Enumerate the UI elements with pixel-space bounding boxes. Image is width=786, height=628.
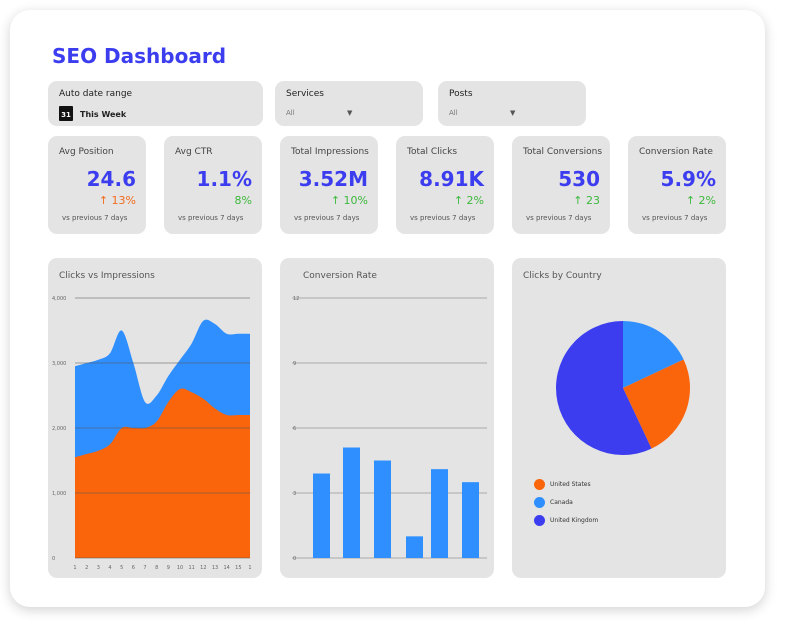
legend-label: Canada <box>550 499 573 506</box>
kpi-card: Total Conversions 530 ↑ 23 vs previous 7… <box>512 136 610 234</box>
kpi-value: 24.6 <box>86 167 136 191</box>
kpi-title: Conversion Rate <box>639 147 713 157</box>
kpi-delta: ↑ 2% <box>685 194 716 207</box>
x-tick-label: 7 <box>143 565 146 571</box>
x-tick-label: 15 <box>235 565 241 571</box>
legend-item: Canada <box>534 497 573 508</box>
x-tick-label: 14 <box>223 565 229 571</box>
x-tick-label: 6 <box>132 565 135 571</box>
kpi-title: Total Impressions <box>291 147 369 157</box>
pie-slice-canada <box>623 321 684 388</box>
pie-slice-united-states <box>623 359 690 449</box>
kpi-card: Conversion Rate 5.9% ↑ 2% vs previous 7 … <box>628 136 726 234</box>
y-tick-label: 9 <box>293 361 296 367</box>
chart-title: Clicks vs Impressions <box>59 271 155 281</box>
x-tick-label: 9 <box>167 565 170 571</box>
conversion-rate-panel: Conversion Rate 0 3 6 9 12 <box>280 258 494 578</box>
kpi-note: vs previous 7 days <box>410 214 476 222</box>
bar <box>406 536 423 558</box>
date-range-value: This Week <box>80 110 127 119</box>
x-tick-label: 5 <box>120 565 123 571</box>
legend-item: United States <box>534 479 591 490</box>
chevron-down-icon[interactable]: ▼ <box>510 109 516 117</box>
kpi-delta: ↑ 23 <box>573 194 600 207</box>
chevron-down-icon[interactable]: ▼ <box>347 109 353 117</box>
filter-label: Posts <box>449 89 473 99</box>
bar <box>313 473 330 558</box>
legend-label: United Kingdom <box>550 517 599 524</box>
bar <box>374 460 391 558</box>
legend-label: United States <box>550 481 591 488</box>
kpi-title: Avg CTR <box>175 147 213 157</box>
x-tick-label: 11 <box>188 565 194 571</box>
x-tick-label: 8 <box>155 565 158 571</box>
x-tick-label: 13 <box>212 565 218 571</box>
kpi-note: vs previous 7 days <box>526 214 592 222</box>
kpi-delta: ↑ 10% <box>330 194 368 207</box>
kpi-note: vs previous 7 days <box>642 214 708 222</box>
filter-label: Auto date range <box>59 89 133 99</box>
x-tick-label: 4 <box>108 565 111 571</box>
area-series-1 <box>75 388 250 558</box>
y-tick-label: 3 <box>293 491 296 497</box>
kpi-value: 8.91K <box>419 167 484 191</box>
y-tick-label: 12 <box>293 296 299 302</box>
kpi-note: vs previous 7 days <box>178 214 244 222</box>
x-tick-label: 1 <box>248 565 251 571</box>
x-tick-label: 10 <box>177 565 183 571</box>
kpi-value: 5.9% <box>660 167 716 191</box>
page-title: SEO Dashboard <box>52 44 227 68</box>
kpi-note: vs previous 7 days <box>62 214 128 222</box>
services-filter[interactable]: Services All ▼ <box>275 81 423 126</box>
filter-label: Services <box>286 89 324 99</box>
kpi-card: Total Clicks 8.91K ↑ 2% vs previous 7 da… <box>396 136 494 234</box>
kpi-delta: ↑ 13% <box>98 194 136 207</box>
date-range-filter[interactable]: Auto date range 31 This Week <box>48 81 263 126</box>
clicks-vs-impressions-panel: Clicks vs Impressions 0 1,000 2,000 3,000 4,… <box>48 258 262 578</box>
kpi-card: Avg CTR 1.1% 8% vs previous 7 days <box>164 136 262 234</box>
kpi-note: vs previous 7 days <box>294 214 360 222</box>
x-tick-label: 1 <box>73 565 76 571</box>
y-tick-label: 6 <box>293 426 296 432</box>
y-tick-label: 4,000 <box>52 296 66 302</box>
bar <box>343 447 360 558</box>
kpi-value: 530 <box>558 167 600 191</box>
legend-swatch <box>534 479 545 490</box>
y-tick-label: 1,000 <box>52 491 66 497</box>
x-tick-label: 3 <box>97 565 100 571</box>
kpi-delta: ↑ 2% <box>453 194 484 207</box>
x-tick-label: 12 <box>200 565 206 571</box>
legend-swatch <box>534 515 545 526</box>
kpi-title: Avg Position <box>59 147 114 157</box>
pie-slice-united-kingdom <box>555 321 652 455</box>
posts-value: All <box>449 109 458 117</box>
legend-swatch <box>534 497 545 508</box>
clicks-by-country-panel: Clicks by Country United States Canada Uni… <box>512 258 726 578</box>
bar <box>462 482 479 558</box>
kpi-value: 3.52M <box>298 167 368 191</box>
x-tick-label: 2 <box>85 565 88 571</box>
y-tick-label: 0 <box>52 556 55 562</box>
kpi-delta: 8% <box>234 194 252 207</box>
chart-title: Conversion Rate <box>303 271 377 281</box>
y-tick-label: 2,000 <box>52 426 66 432</box>
bar-chart: 0 3 6 9 12 <box>292 296 487 562</box>
kpi-card: Total Impressions 3.52M ↑ 10% vs previou… <box>280 136 378 234</box>
posts-filter[interactable]: Posts All ▼ <box>438 81 586 126</box>
legend-item: United Kingdom <box>534 515 598 526</box>
y-tick-label: 0 <box>293 556 296 562</box>
chart-title: Clicks by Country <box>523 271 602 281</box>
y-tick-label: 3,000 <box>52 361 66 367</box>
calendar-icon: 31 <box>59 106 73 121</box>
bar <box>431 469 448 558</box>
kpi-value: 1.1% <box>196 167 252 191</box>
kpi-title: Total Clicks <box>407 147 458 157</box>
services-value: All <box>286 109 295 117</box>
kpi-card: Avg Position 24.6 ↑ 13% vs previous 7 da… <box>48 136 146 234</box>
kpi-title: Total Conversions <box>523 147 603 157</box>
pie-chart <box>555 321 690 455</box>
